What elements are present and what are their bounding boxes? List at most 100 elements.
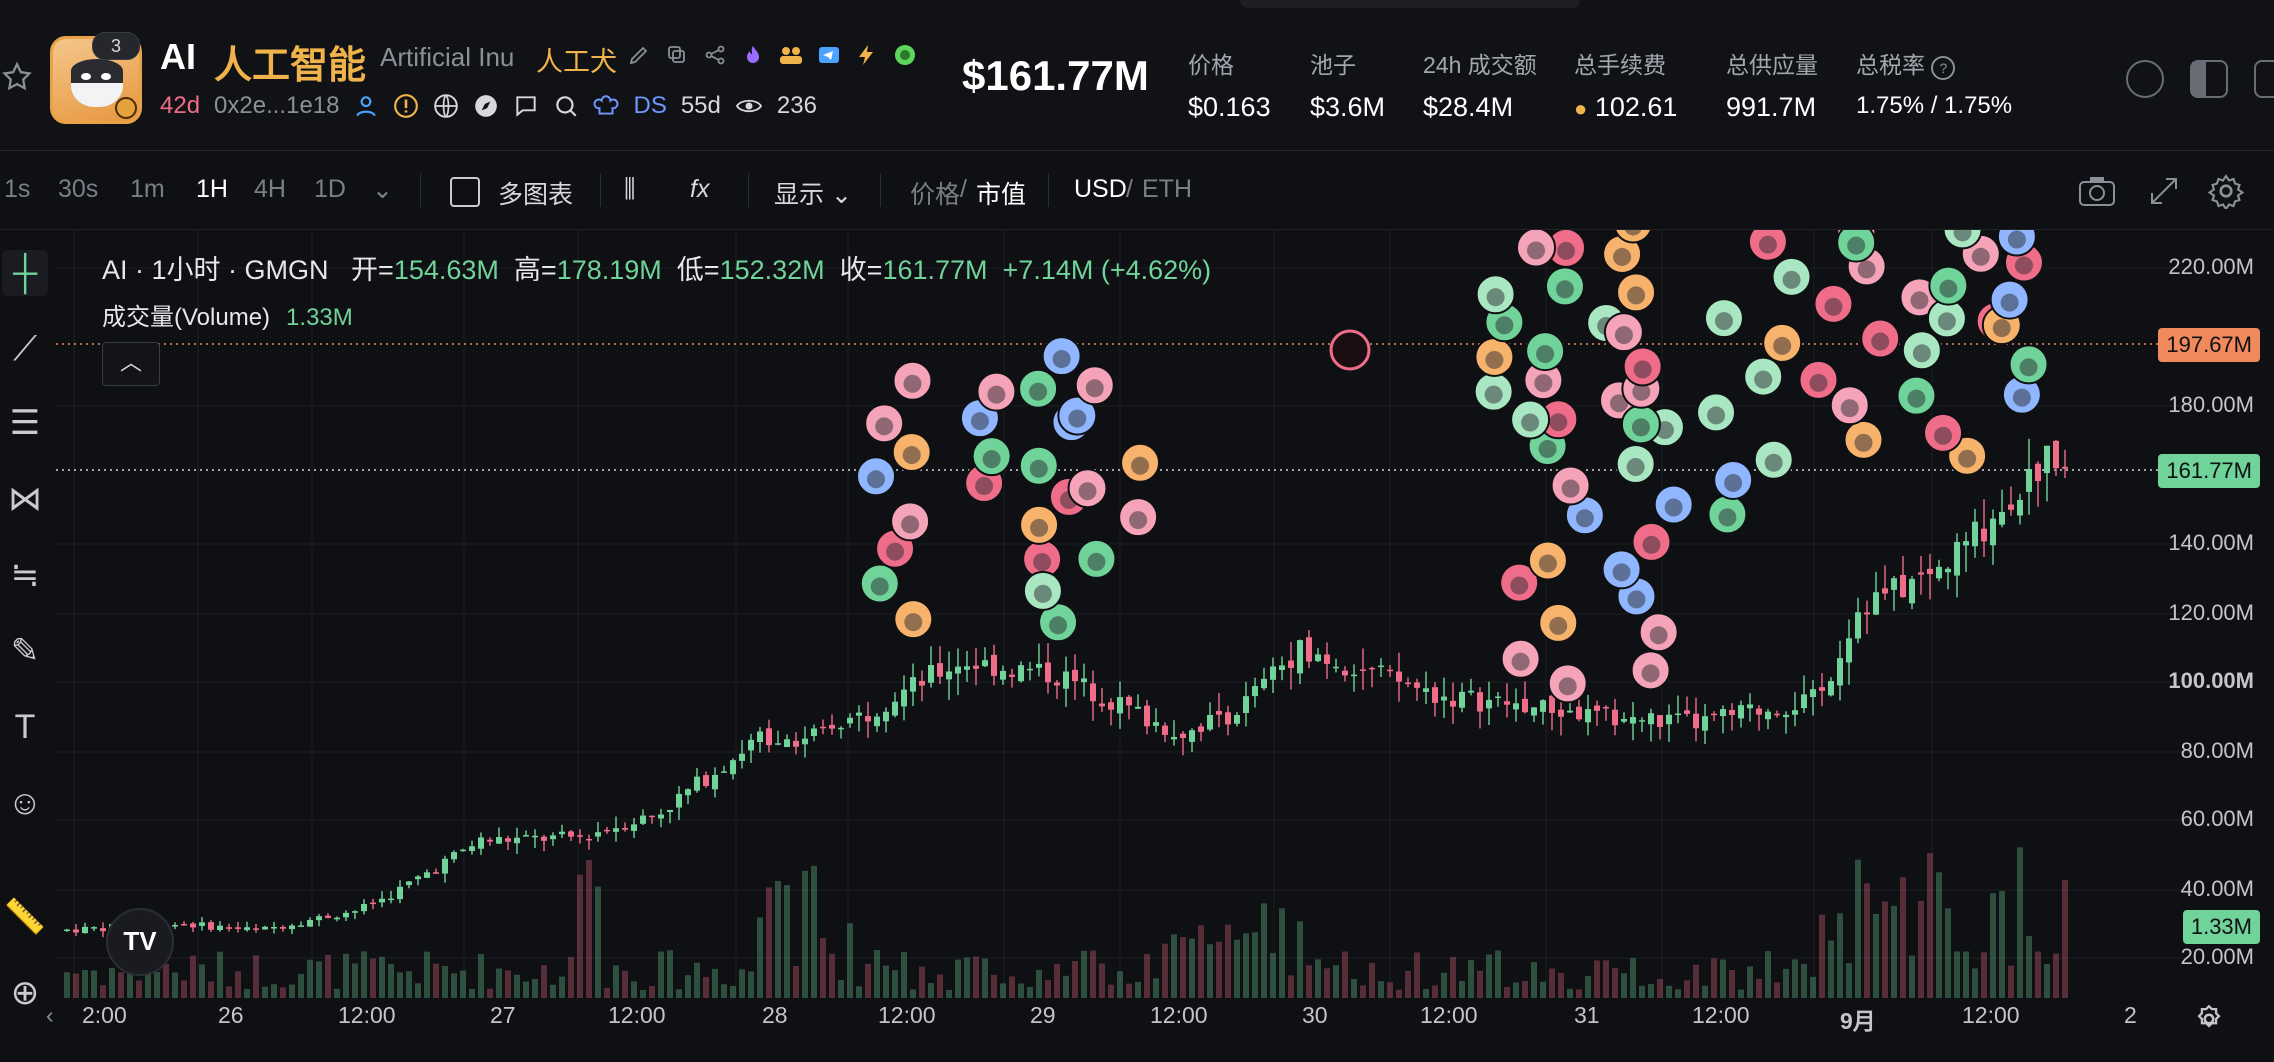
trendline-icon[interactable]: ⟋ — [13, 330, 37, 368]
crosshair-icon[interactable]: ┼ — [2, 250, 48, 296]
copy-icon[interactable] — [662, 40, 692, 70]
volume-bar — [316, 961, 322, 998]
price-chart[interactable] — [56, 230, 2196, 1018]
volume-bar — [1873, 913, 1879, 998]
volume-bar — [1324, 968, 1330, 998]
gem-icon[interactable] — [890, 40, 920, 70]
price-axis[interactable]: 220.00M 180.00M 140.00M 120.00M 100.00M … — [2140, 230, 2274, 1018]
website-icon[interactable] — [433, 93, 459, 119]
volume-bar — [1819, 914, 1825, 998]
trade-avatar-face — [903, 374, 922, 393]
interval-1h[interactable]: 1H — [196, 175, 228, 203]
layout-toggle-button[interactable] — [2190, 60, 2228, 98]
volume-bar — [1945, 908, 1951, 998]
indicator-fx-icon[interactable]: fx — [690, 175, 710, 203]
stat-tax: 总税率 ? 1.75% / 1.75% — [1856, 52, 2013, 119]
help-icon[interactable]: ? — [1931, 56, 1956, 80]
emoji-icon[interactable]: ☺ — [7, 784, 43, 822]
volume-bar — [280, 987, 286, 998]
scroll-left-icon[interactable]: ‹ — [46, 1002, 54, 1028]
trade-avatar-face — [2007, 230, 2026, 249]
volume-bar — [82, 970, 88, 998]
candle-body — [1666, 714, 1672, 725]
candle-body — [424, 872, 430, 878]
edit-icon[interactable] — [624, 40, 654, 70]
volume-bar — [1774, 982, 1780, 998]
trade-avatar-face — [1561, 479, 1580, 498]
candle-body — [667, 809, 673, 813]
community-icon[interactable] — [776, 40, 806, 70]
trade-avatar-face — [1534, 374, 1553, 393]
interval-4h[interactable]: 4H — [254, 175, 286, 203]
pattern-icon[interactable]: ⋈ — [8, 480, 42, 518]
candle-body — [766, 728, 772, 746]
settings-icon[interactable] — [2208, 173, 2244, 209]
interval-1d[interactable]: 1D — [314, 175, 346, 203]
alarm-button[interactable] — [2126, 60, 2164, 98]
fib-icon[interactable]: ☰ — [9, 404, 41, 442]
search-icon[interactable] — [553, 93, 579, 119]
projection-icon[interactable]: ≒ — [10, 556, 40, 594]
edge-button[interactable] — [2254, 60, 2274, 98]
volume-bar — [1990, 893, 1996, 998]
volume-bar — [163, 964, 169, 998]
volume-bar — [1909, 955, 1915, 998]
chef-hat-icon[interactable] — [593, 93, 619, 119]
candle-body — [1423, 688, 1429, 692]
multi-chart-checkbox[interactable] — [450, 177, 480, 207]
volume-bar — [361, 951, 367, 998]
holder-icon[interactable] — [353, 93, 379, 119]
candle-body — [1819, 687, 1825, 691]
candle-body — [955, 666, 961, 674]
volume-bar — [1720, 959, 1726, 998]
usd-toggle[interactable]: USD — [1074, 175, 1127, 203]
camera-icon[interactable] — [2078, 175, 2116, 207]
x-tick: 29 — [1030, 1002, 1056, 1028]
flame-icon[interactable] — [738, 40, 768, 70]
multi-chart-label[interactable]: 多图表 — [498, 181, 574, 209]
interval-30s[interactable]: 30s — [58, 175, 99, 203]
zoom-in-icon[interactable]: ⊕ — [10, 974, 40, 1012]
interval-1s[interactable]: 1s — [4, 175, 31, 203]
candle-body — [1639, 720, 1645, 722]
star-icon[interactable] — [0, 60, 34, 94]
trade-avatar-face — [1538, 439, 1557, 458]
candle-body — [1765, 711, 1771, 720]
collapse-legend-button[interactable]: ︿ — [102, 342, 160, 386]
trade-avatar-face — [1953, 230, 1972, 242]
text-icon[interactable]: T — [14, 708, 36, 746]
candle-body — [1540, 700, 1546, 712]
ruler-icon[interactable]: 📏 — [3, 898, 47, 936]
display-menu[interactable]: 显示 ⌄ — [774, 181, 852, 209]
time-axis[interactable]: 2:00 26 12:00 27 12:00 28 12:00 29 12:00… — [46, 1002, 2221, 1042]
volume-bar — [1162, 943, 1168, 998]
eth-toggle[interactable]: ETH — [1142, 175, 1192, 203]
telegram-icon[interactable] — [814, 40, 844, 70]
volume-bar — [244, 989, 250, 998]
axis-settings-icon[interactable] — [2192, 1002, 2226, 1036]
contract-address[interactable]: 0x2e...1e18 — [214, 92, 340, 119]
trade-avatar-face — [1549, 616, 1568, 635]
price-toggle[interactable]: 价格 — [910, 181, 961, 209]
tradingview-logo[interactable]: TV — [106, 908, 174, 976]
chevron-down-icon[interactable]: ⌄ — [372, 176, 393, 204]
share-icon[interactable] — [700, 40, 730, 70]
mcap-toggle[interactable]: 市值 — [976, 181, 1027, 209]
candle-body — [1918, 572, 1924, 575]
candle-body — [1495, 696, 1501, 699]
compass-icon[interactable] — [473, 93, 499, 119]
volume-bar — [1306, 965, 1312, 998]
candle-body — [1441, 696, 1447, 701]
ds-label[interactable]: DS — [633, 92, 667, 119]
brush-icon[interactable]: ✎ — [10, 632, 40, 670]
warning-icon[interactable] — [393, 93, 419, 119]
candle-body — [1990, 518, 1996, 546]
trade-avatar-face — [1958, 449, 1977, 468]
chat-icon[interactable] — [513, 93, 539, 119]
interval-1m[interactable]: 1m — [130, 175, 165, 203]
volume-bar — [406, 971, 412, 998]
candle-style-icon[interactable]: ⫼ — [624, 175, 636, 203]
lightning-icon[interactable] — [852, 40, 882, 70]
volume-bar — [766, 887, 772, 998]
fullscreen-icon[interactable] — [2148, 175, 2180, 207]
